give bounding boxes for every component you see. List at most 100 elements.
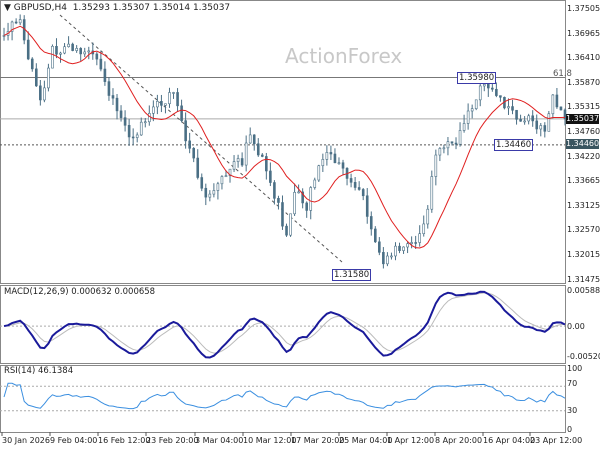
watermark: ActionForex — [285, 44, 403, 68]
candle-body — [261, 154, 264, 157]
candle-body — [495, 88, 498, 96]
time-axis-label: 23 Apr 12:00 — [530, 436, 583, 445]
chart-header: ▼ GBPUSD,H4 1.35293 1.35307 1.35014 1.35… — [4, 3, 231, 13]
candle-body — [224, 175, 228, 178]
panel-frame — [0, 285, 566, 364]
price-axis-label: 1.35870 — [567, 77, 600, 87]
candle-body — [426, 208, 430, 225]
candle-body — [555, 94, 559, 108]
candle-body — [333, 153, 337, 164]
candle-body — [204, 187, 208, 198]
candle-body — [301, 191, 304, 204]
candle-body — [353, 182, 357, 188]
candle-body — [176, 92, 179, 107]
candle-body — [71, 43, 74, 51]
candle-body — [51, 46, 54, 69]
candle-body — [148, 113, 151, 123]
candle-body — [119, 110, 123, 118]
candle-body — [79, 48, 82, 55]
candle-body — [35, 68, 38, 87]
time-axis-label: 8 Apr 20:00 — [435, 436, 483, 445]
trend-line — [59, 14, 343, 263]
time-axis-label: 10 Mar 12:00 — [243, 436, 297, 445]
candle-body — [406, 243, 409, 248]
candle-body — [47, 67, 50, 89]
candle-body — [442, 147, 446, 150]
candle-body — [357, 187, 361, 190]
candle-body — [543, 125, 547, 132]
candle-body — [293, 191, 296, 215]
rsi-axis-100: 100 — [567, 364, 583, 373]
candle-body — [430, 176, 434, 210]
candle-body — [244, 142, 248, 166]
panel-frame — [0, 0, 566, 284]
time-axis-label: 3 Mar 04:00 — [195, 436, 244, 445]
candle-body — [103, 68, 107, 82]
macd-axis-max: 0.005883 — [567, 286, 600, 295]
candle-body — [317, 165, 321, 181]
candle-body — [491, 87, 494, 90]
low-label: 1.31580 — [332, 269, 372, 281]
candle-body — [470, 108, 474, 112]
candle-body — [466, 110, 470, 124]
candle-body — [43, 87, 46, 101]
candle-body — [39, 85, 42, 101]
candle-body — [99, 58, 103, 70]
candle-body — [478, 85, 482, 101]
candle-body — [394, 245, 397, 257]
candle-body — [63, 46, 66, 54]
candle-body — [212, 190, 216, 195]
candle-body — [232, 161, 236, 170]
candle-body — [123, 117, 127, 126]
candle-body — [374, 228, 377, 243]
candle-body — [382, 252, 385, 265]
candle-body — [321, 159, 325, 167]
candle-body — [422, 223, 426, 235]
candle-body — [131, 136, 135, 139]
candle-body — [386, 255, 389, 265]
candle-body — [365, 195, 369, 217]
candle-body — [143, 121, 147, 124]
candle-body — [289, 213, 292, 236]
candle-body — [438, 148, 442, 156]
candle-body — [273, 182, 276, 199]
candle-body — [446, 141, 450, 149]
price-axis-label: 1.36410 — [567, 53, 600, 63]
candle-body — [281, 202, 284, 227]
candle-body — [414, 242, 417, 244]
candle-body — [192, 148, 195, 159]
candle-body — [378, 241, 381, 253]
price-axis-label: 1.37505 — [567, 4, 600, 13]
candle-body — [26, 39, 30, 60]
candle-body — [115, 97, 119, 112]
candle-body — [523, 120, 526, 123]
candle-body — [535, 120, 539, 130]
candle-body — [349, 178, 353, 183]
candle-body — [14, 21, 18, 24]
candle-body — [527, 115, 530, 122]
time-axis-label: 9 Feb 04:00 — [50, 436, 98, 445]
candle-body — [410, 242, 413, 244]
candle-body — [160, 101, 163, 106]
time-axis-label: 16 Apr 04:00 — [483, 436, 536, 445]
macd-axis-min: -0.005209 — [567, 352, 600, 361]
candle-body — [265, 156, 268, 172]
candle-body — [309, 187, 313, 211]
candle-body — [361, 189, 365, 197]
candle-body — [172, 92, 175, 94]
candle-body — [196, 157, 200, 178]
candle-body — [127, 124, 131, 138]
price-axis-label: 1.33125 — [567, 200, 600, 210]
rsi-axis-0: 0 — [567, 425, 573, 434]
candle-body — [482, 83, 486, 87]
candle-body — [454, 142, 458, 145]
candle-body — [240, 158, 244, 166]
candle-body — [329, 152, 333, 155]
candle-body — [188, 140, 191, 149]
candle-body — [337, 162, 341, 165]
candle-body — [164, 103, 167, 106]
time-axis-label: 30 Jan 2026 — [2, 436, 50, 445]
time-axis-label: 25 Mar 04:00 — [339, 436, 393, 445]
